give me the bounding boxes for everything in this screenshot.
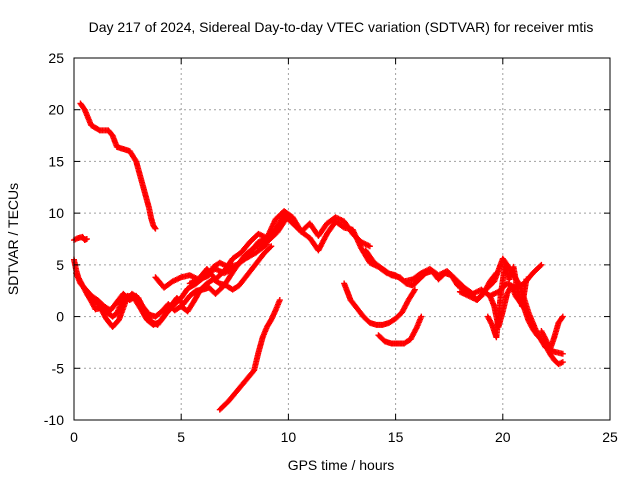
data-point	[268, 243, 275, 250]
gridlines	[74, 58, 610, 420]
data-point	[151, 224, 158, 231]
series-arc5	[88, 243, 275, 320]
y-tick-label: 25	[48, 50, 64, 66]
data-point	[411, 287, 418, 294]
data-point	[559, 313, 566, 320]
x-axis-label: GPS time / hours	[288, 457, 395, 473]
y-axis-label: SDTVAR / TECUs	[5, 183, 21, 295]
data-point	[152, 225, 159, 232]
x-tick-label: 5	[177, 429, 185, 445]
y-tick-label: 15	[48, 153, 64, 169]
data-point	[418, 313, 425, 320]
chart-title: Day 217 of 2024, Sidereal Day-to-day VTE…	[89, 19, 594, 35]
plot-frame	[73, 57, 611, 421]
y-tick-label: -10	[44, 412, 64, 428]
x-tick-label: 0	[70, 429, 78, 445]
series-arc10	[375, 313, 425, 347]
data-point	[276, 297, 283, 304]
series-arc8	[216, 297, 283, 413]
data-point	[523, 276, 530, 283]
y-tick-label: 10	[48, 205, 64, 221]
series-arc9	[341, 280, 418, 328]
axis-ticks: 0 5 10 15 20 25 -10 -5 0 5 10 15 20 25	[44, 50, 618, 445]
data-point	[559, 359, 566, 366]
data-point	[537, 262, 544, 269]
series-arc14	[484, 261, 530, 341]
y-tick-label: 0	[56, 309, 64, 325]
y-tick-label: 20	[48, 102, 64, 118]
series-arc15	[538, 313, 566, 353]
data-point	[267, 244, 274, 251]
data-point	[559, 350, 566, 357]
data-points	[71, 100, 566, 413]
data-point	[538, 261, 545, 268]
x-tick-label: 15	[388, 429, 404, 445]
x-tick-label: 10	[281, 429, 297, 445]
data-point	[558, 314, 565, 321]
y-tick-label: -5	[52, 360, 65, 376]
data-point	[83, 236, 90, 242]
data-point	[366, 243, 373, 250]
data-point	[411, 286, 418, 293]
series-arc1	[77, 100, 159, 232]
data-point	[132, 157, 139, 164]
y-tick-label: 5	[56, 257, 64, 273]
x-tick-label: 20	[495, 429, 511, 445]
x-tick-label: 25	[602, 429, 618, 445]
